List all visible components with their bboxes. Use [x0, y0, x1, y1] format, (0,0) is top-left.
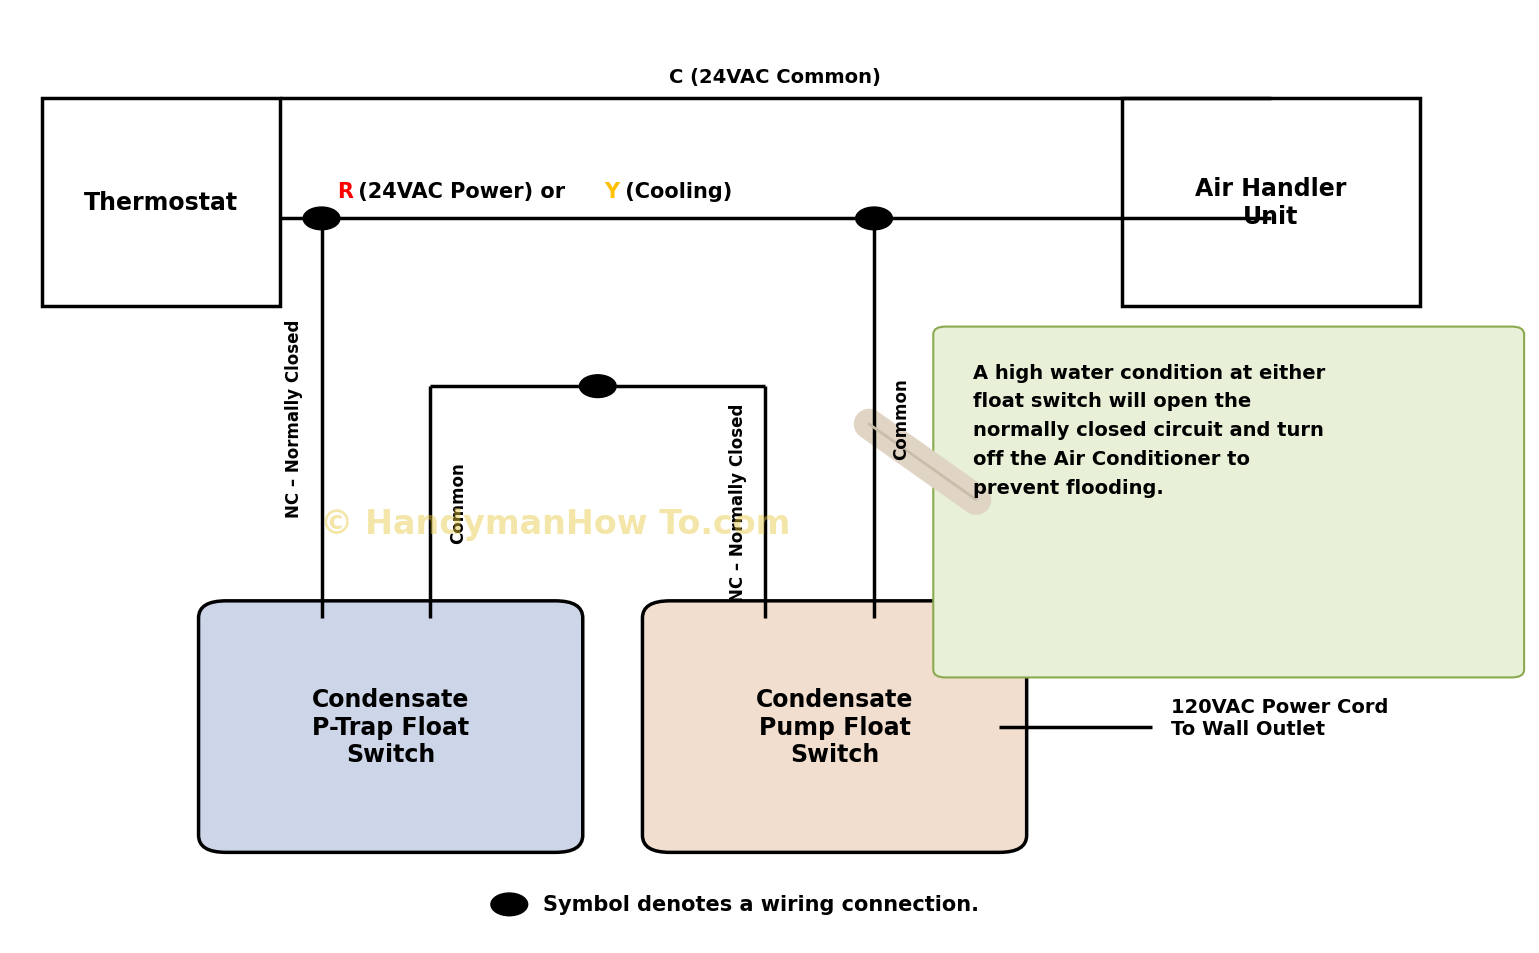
- Text: 120VAC Power Cord
To Wall Outlet: 120VAC Power Cord To Wall Outlet: [1171, 697, 1388, 738]
- FancyBboxPatch shape: [43, 98, 280, 307]
- Text: Air Handler
Unit: Air Handler Unit: [1196, 176, 1347, 229]
- Circle shape: [579, 375, 616, 398]
- Text: Common: Common: [449, 461, 466, 543]
- Circle shape: [856, 208, 893, 231]
- Text: Symbol denotes a wiring connection.: Symbol denotes a wiring connection.: [543, 895, 979, 915]
- Text: NC – Normally Closed: NC – Normally Closed: [729, 403, 746, 601]
- Text: (24VAC Power) or: (24VAC Power) or: [351, 182, 573, 202]
- Text: © HandymanHow To.com: © HandymanHow To.com: [320, 507, 791, 540]
- Text: NC – Normally Closed: NC – Normally Closed: [285, 319, 303, 517]
- Text: C (24VAC Common): C (24VAC Common): [669, 69, 882, 88]
- Text: (Cooling): (Cooling): [619, 182, 733, 202]
- Text: Thermostat: Thermostat: [85, 191, 239, 214]
- FancyBboxPatch shape: [933, 327, 1524, 678]
- FancyBboxPatch shape: [1122, 98, 1420, 307]
- FancyBboxPatch shape: [199, 601, 583, 853]
- FancyBboxPatch shape: [642, 601, 1027, 853]
- Text: Common: Common: [893, 377, 911, 459]
- Circle shape: [303, 208, 340, 231]
- Text: Condensate
Pump Float
Switch: Condensate Pump Float Switch: [756, 687, 913, 766]
- Circle shape: [491, 893, 528, 916]
- Text: Condensate
P-Trap Float
Switch: Condensate P-Trap Float Switch: [312, 687, 469, 766]
- Text: Y: Y: [605, 182, 620, 202]
- Text: A high water condition at either
float switch will open the
normally closed circ: A high water condition at either float s…: [973, 363, 1325, 497]
- Text: R: R: [337, 182, 352, 202]
